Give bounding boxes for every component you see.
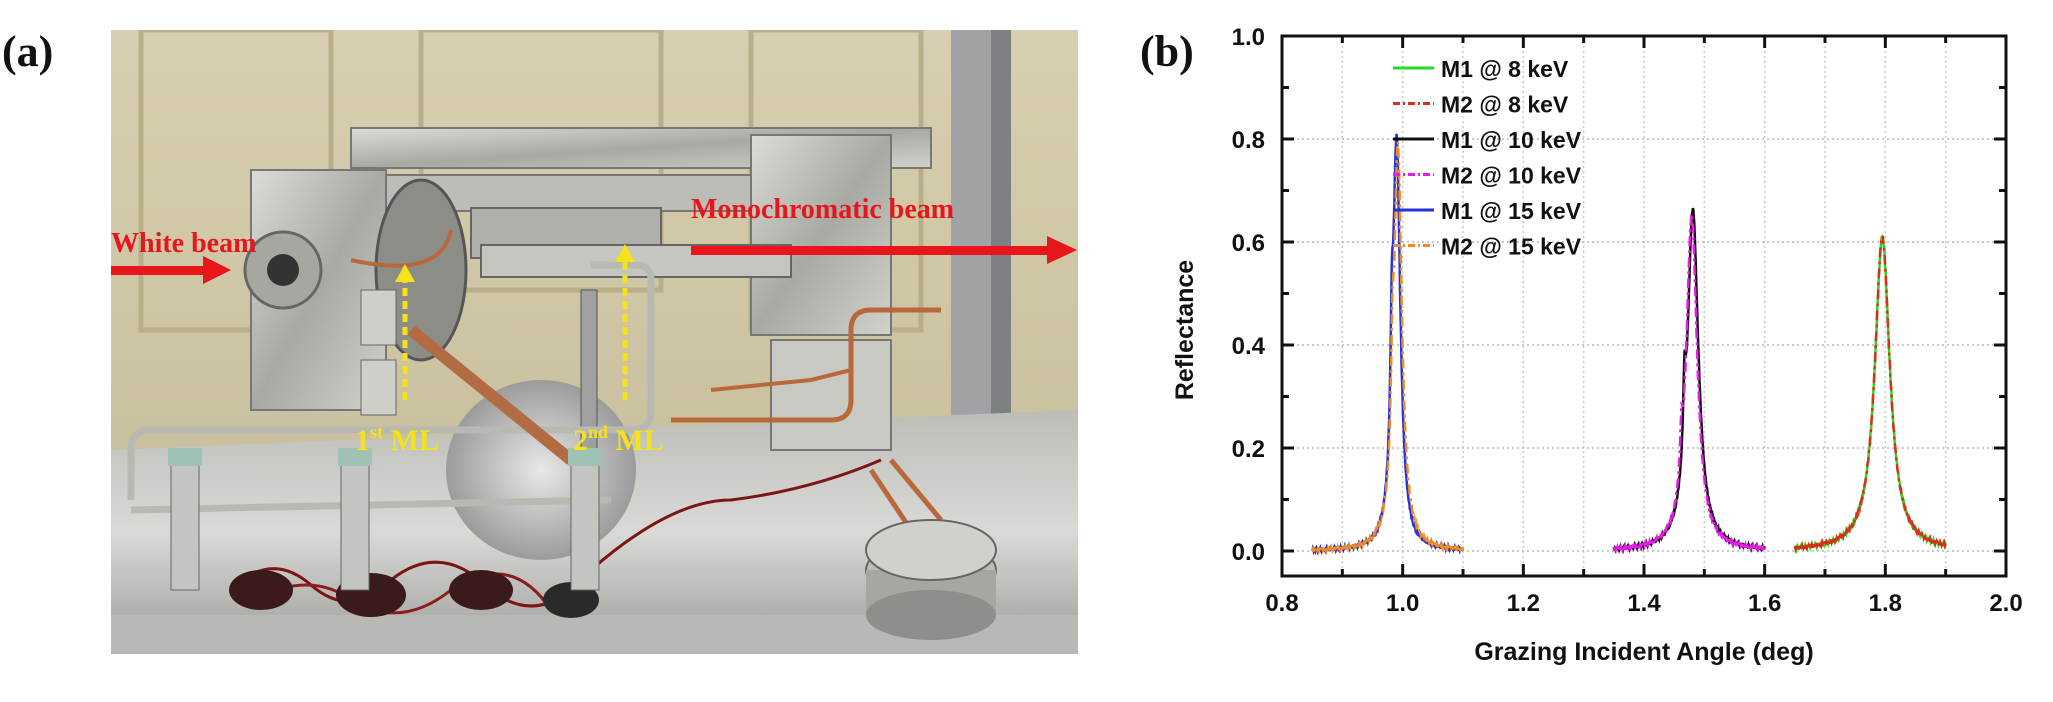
legend-label: M2 @ 10 keV xyxy=(1441,163,1582,189)
y-tick-label: 1.0 xyxy=(1232,24,1265,51)
y-tick-label: 0.8 xyxy=(1232,127,1265,154)
x-tick-label: 1.0 xyxy=(1386,590,1419,617)
x-tick-labels: 0.8 1.0 1.2 1.4 1.6 1.8 2.0 xyxy=(1265,590,2022,617)
x-tick-label: 2.0 xyxy=(1989,590,2022,617)
y-axis-label: Reflectance xyxy=(1171,260,1199,400)
grid-lines xyxy=(1282,36,2006,576)
y-tick-labels: 0.0 0.2 0.4 0.6 0.8 1.0 xyxy=(1232,24,1266,566)
monochromator-apparatus-illustration: White beam Monochromatic beam 1st ML 2nd… xyxy=(111,30,1078,654)
legend-label: M2 @ 15 keV xyxy=(1441,234,1582,260)
legend-label: M1 @ 15 keV xyxy=(1441,198,1582,224)
x-tick-label: 1.6 xyxy=(1748,590,1781,617)
monochromatic-beam-arrow xyxy=(691,236,1077,264)
second-ml-label: 2nd ML xyxy=(573,422,664,457)
data-curves xyxy=(1310,133,1947,556)
x-tick-label: 1.8 xyxy=(1869,590,1902,617)
series-curve xyxy=(1793,234,1947,554)
white-beam-label: White beam xyxy=(111,228,256,259)
legend-label: M2 @ 8 keV xyxy=(1441,92,1569,118)
panel-a-label: (a) xyxy=(2,27,54,76)
x-axis-label: Grazing Incident Angle (deg) xyxy=(1474,638,1813,666)
first-ml-label: 1st ML xyxy=(355,422,439,457)
series-curve xyxy=(1311,133,1464,556)
y-tick-label: 0.0 xyxy=(1232,539,1265,566)
x-tick-label: 0.8 xyxy=(1265,590,1298,617)
legend-label: M1 @ 8 keV xyxy=(1441,56,1569,82)
monochromatic-beam-label: Monochromatic beam xyxy=(691,194,954,225)
white-beam-arrow xyxy=(111,256,231,284)
series-curve xyxy=(1793,233,1947,555)
first-ml-arrow xyxy=(395,264,415,400)
series-curve xyxy=(1612,213,1766,555)
x-tick-label: 1.4 xyxy=(1627,590,1661,617)
chart-legend: M1 @ 8 keV M2 @ 8 keV M1 @ 10 keV M2 @ 10 k… xyxy=(1393,56,1582,260)
y-tick-label: 0.4 xyxy=(1232,333,1266,360)
series-curve xyxy=(1310,141,1465,556)
beamline-photo: White beam Monochromatic beam 1st ML 2nd… xyxy=(111,30,1078,654)
panel-b-label: (b) xyxy=(1140,27,1194,76)
y-tick-label: 0.6 xyxy=(1232,230,1265,257)
x-tick-label: 1.2 xyxy=(1507,590,1540,617)
second-ml-arrow xyxy=(615,244,635,400)
legend-label: M1 @ 10 keV xyxy=(1441,127,1582,153)
axis-ticks xyxy=(1280,34,2008,576)
y-tick-label: 0.2 xyxy=(1232,436,1265,463)
